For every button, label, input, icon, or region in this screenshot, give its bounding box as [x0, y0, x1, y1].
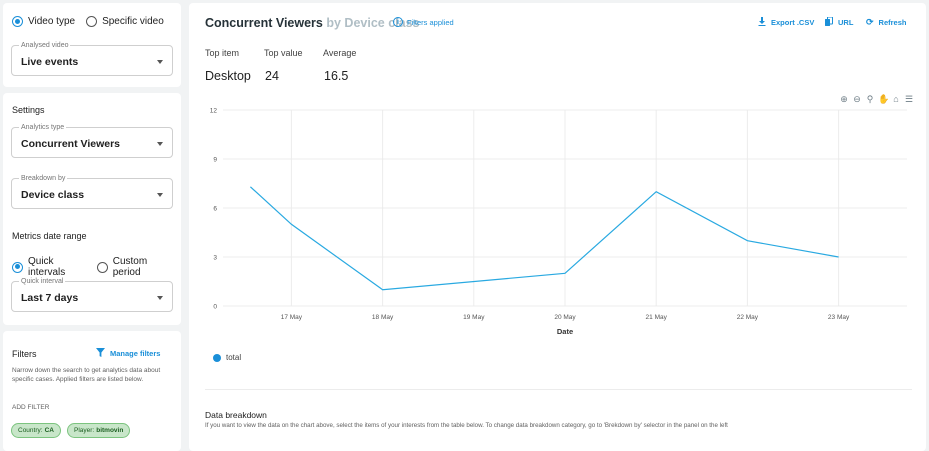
quick-interval-value: Last 7 days	[21, 292, 79, 304]
x-tick-label: 18 May	[372, 314, 394, 321]
divider	[205, 389, 912, 390]
page-title-text: Concurrent Viewers	[205, 16, 323, 30]
average-label: Average	[323, 48, 357, 58]
chevron-down-icon	[157, 193, 163, 197]
top-item-value: Desktop	[205, 69, 251, 83]
settings-card: Settings Analytics type Concurrent Viewe…	[3, 93, 181, 325]
breakdown-by-select[interactable]: Breakdown by Device class	[11, 174, 173, 209]
quick-interval-label: Quick interval	[19, 277, 66, 286]
filters-title: Filters	[12, 349, 37, 359]
x-tick-label: 19 May	[463, 314, 485, 321]
video-type-radio[interactable]: Video type	[12, 16, 75, 27]
top-value-value: 24	[265, 69, 279, 83]
filter-chip-key: Country:	[18, 427, 43, 434]
radio-unselected-icon	[86, 16, 98, 27]
specific-video-radio[interactable]: Specific video	[86, 16, 164, 27]
x-tick-label: 23 May	[828, 314, 850, 321]
refresh-icon: ⟳	[866, 17, 874, 27]
breakdown-by-label: Breakdown by	[19, 174, 68, 183]
y-tick-label: 3	[213, 255, 217, 262]
analytics-type-value: Concurrent Viewers	[21, 138, 121, 150]
info-icon: i	[393, 17, 403, 27]
export-csv-label: Export .CSV	[771, 18, 815, 27]
chevron-down-icon	[157, 142, 163, 146]
chart-legend[interactable]: total	[213, 353, 241, 362]
quick-interval-select[interactable]: Quick interval Last 7 days	[11, 277, 173, 312]
main-panel: Concurrent Viewers by Device class i Fil…	[189, 3, 926, 451]
x-tick-label: 17 May	[281, 314, 303, 321]
filter-chip-key: Player:	[74, 427, 95, 434]
y-tick-label: 6	[213, 206, 217, 213]
video-type-label: Video type	[28, 16, 76, 27]
x-tick-label: 20 May	[554, 314, 576, 321]
download-icon	[758, 17, 766, 28]
custom-period-radio[interactable]: Custom period	[96, 256, 170, 278]
custom-period-label: Custom period	[112, 256, 148, 278]
quick-intervals-radio[interactable]: Quick intervals	[12, 256, 86, 278]
y-tick-label: 9	[213, 157, 217, 164]
funnel-icon	[96, 348, 105, 359]
date-range-title: Metrics date range	[12, 231, 87, 241]
analysed-video-select[interactable]: Analysed video Live events	[11, 41, 173, 76]
legend-marker	[213, 353, 221, 362]
filters-card: Filters Manage filters Narrow down the s…	[3, 331, 181, 451]
export-csv-button[interactable]: Export .CSV	[758, 17, 814, 28]
average-value: 16.5	[324, 69, 349, 83]
series-line-total	[249, 186, 839, 291]
filter-chip-player[interactable]: Player: bitmovin	[67, 423, 131, 438]
data-breakdown-description: If you want to view the data on the char…	[205, 422, 728, 429]
radio-unselected-icon	[96, 261, 108, 273]
x-axis-label: Date	[557, 327, 573, 336]
pan-hand-icon[interactable]: ✋	[878, 94, 890, 104]
analytics-type-label: Analytics type	[19, 123, 67, 132]
filter-chip-value: bitmovin	[96, 427, 124, 434]
date-range-radio-group: Quick intervals Custom period	[12, 256, 181, 278]
page-title: Concurrent Viewers by Device class	[205, 16, 419, 30]
radio-selected-icon	[12, 261, 23, 273]
zoom-out-icon[interactable]: ⊖	[853, 94, 861, 104]
url-label: URL	[838, 18, 854, 27]
chevron-down-icon	[157, 60, 163, 64]
top-item-label: Top item	[205, 48, 240, 58]
analysed-video-label: Analysed video	[19, 41, 71, 50]
chart-toolbar: ⊕ ⊖ ⚲ ✋ ⌂ ☰	[839, 94, 914, 105]
refresh-button[interactable]: ⟳ Refresh	[866, 17, 906, 28]
analysed-video-value: Live events	[21, 56, 79, 68]
data-breakdown-title: Data breakdown	[205, 410, 267, 420]
url-button[interactable]: URL	[825, 16, 854, 28]
x-tick-label: 22 May	[737, 314, 759, 321]
manage-filters-button[interactable]: Manage filters	[96, 348, 160, 359]
copy-icon	[825, 16, 833, 28]
zoom-in-icon[interactable]: ⊕	[840, 94, 848, 104]
y-tick-label: 12	[210, 108, 218, 115]
add-filter-label: ADD FILTER	[12, 404, 50, 411]
filter-chip-value: CA	[44, 427, 54, 434]
radio-selected-icon	[12, 16, 23, 27]
menu-icon[interactable]: ☰	[904, 94, 914, 104]
video-type-radio-group: Video type Specific video	[12, 16, 175, 27]
quick-intervals-label: Quick intervals	[28, 256, 66, 278]
specific-video-label: Specific video	[102, 16, 164, 27]
chevron-down-icon	[157, 296, 163, 300]
home-icon[interactable]: ⌂	[893, 94, 899, 104]
legend-label: total	[226, 353, 242, 362]
filter-chip-country[interactable]: Country: CA	[11, 423, 61, 438]
settings-title: Settings	[12, 105, 45, 115]
y-tick-label: 0	[213, 304, 217, 311]
analytics-type-select[interactable]: Analytics type Concurrent Viewers	[11, 123, 173, 158]
breakdown-by-value: Device class	[21, 189, 85, 201]
magnifier-icon[interactable]: ⚲	[866, 94, 874, 104]
filters-description: Narrow down the search to get analytics …	[12, 367, 161, 383]
video-selection-card: Video type Specific video Analysed video…	[3, 3, 181, 87]
refresh-label: Refresh	[878, 18, 907, 27]
x-tick-label: 21 May	[646, 314, 668, 321]
filters-applied-indicator[interactable]: i Filters applied	[393, 17, 454, 27]
filters-applied-label: Filters applied	[407, 17, 454, 27]
top-value-label: Top value	[264, 48, 303, 58]
manage-filters-label: Manage filters	[110, 349, 161, 358]
line-chart: 0 3 6 9 12 17 May 18 May 19 May 20 May 21 May 22 …	[210, 108, 907, 336]
